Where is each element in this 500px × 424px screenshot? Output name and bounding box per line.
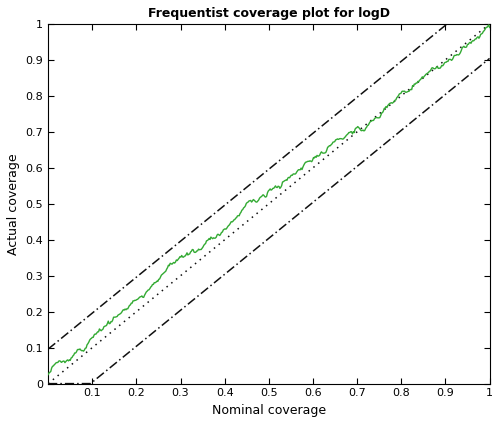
Title: Frequentist coverage plot for logD: Frequentist coverage plot for logD	[148, 7, 390, 20]
Y-axis label: Actual coverage: Actual coverage	[7, 153, 20, 254]
X-axis label: Nominal coverage: Nominal coverage	[212, 404, 326, 417]
